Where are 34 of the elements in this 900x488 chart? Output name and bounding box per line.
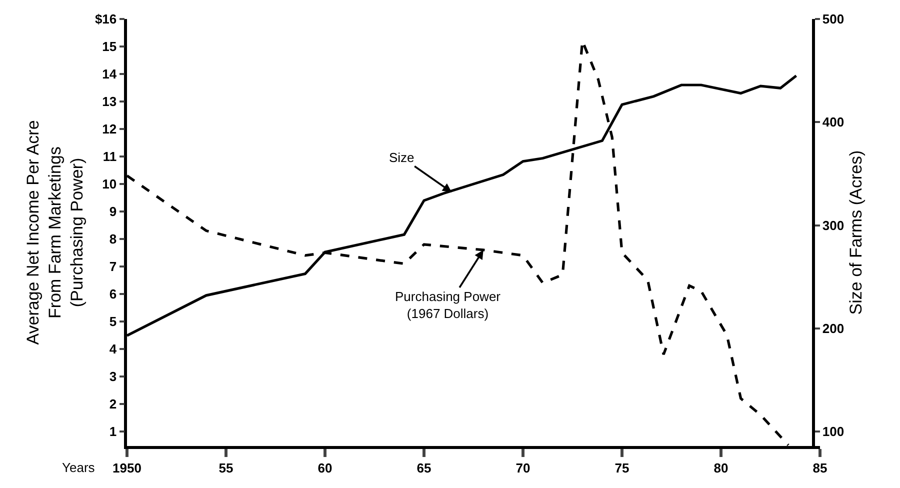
y-tick-label: 10 [102,176,117,192]
x-tick-label: 80 [714,460,728,476]
y-tick-label: 8 [109,232,117,247]
annotation: Size [389,150,414,165]
y-tick-label: 7 [109,259,117,274]
y-tick-label: 6 [109,286,117,302]
annotation: Purchasing Power (1967 Dollars) [395,289,502,321]
y-tick-label: 3 [109,368,117,384]
y-tick-label: 9 [109,204,117,220]
x-tick-label: 1950 [112,460,142,476]
y-axis-title: Average Net Income Per Acre From Farm Marketings (Purchasing Power) [23,120,86,345]
y-tick-label: 1 [109,424,117,439]
y-tick-label: 5 [109,314,117,329]
y2-tick-label: 500 [822,12,844,27]
y-tick-label: $16 [94,12,117,27]
y-tick-label: 13 [102,94,117,110]
y-tick-label: 11 [102,149,117,164]
y-tick-label: 2 [109,396,117,412]
y-tick-label: 14 [102,66,118,82]
x-axis-title: Years [62,460,96,475]
x-tick-label: 70 [516,460,530,476]
y2-axis-title: Size of Farms (Acres) [846,150,866,315]
y-tick-label: 4 [109,341,118,356]
x-tick-label: 55 [218,460,234,476]
y2-tick-label: 100 [822,424,844,440]
x-tick-label: 65 [416,460,432,476]
y-tick-label: 15 [102,39,117,54]
x-tick-label: 60 [318,460,332,476]
x-tick-label: 85 [812,460,828,476]
y2-tick-label: 400 [822,114,844,130]
y2-tick-label: 300 [822,218,844,233]
y-tick-label: 12 [102,122,117,137]
x-tick-label: 75 [614,460,630,476]
y2-tick-label: 200 [822,320,844,336]
